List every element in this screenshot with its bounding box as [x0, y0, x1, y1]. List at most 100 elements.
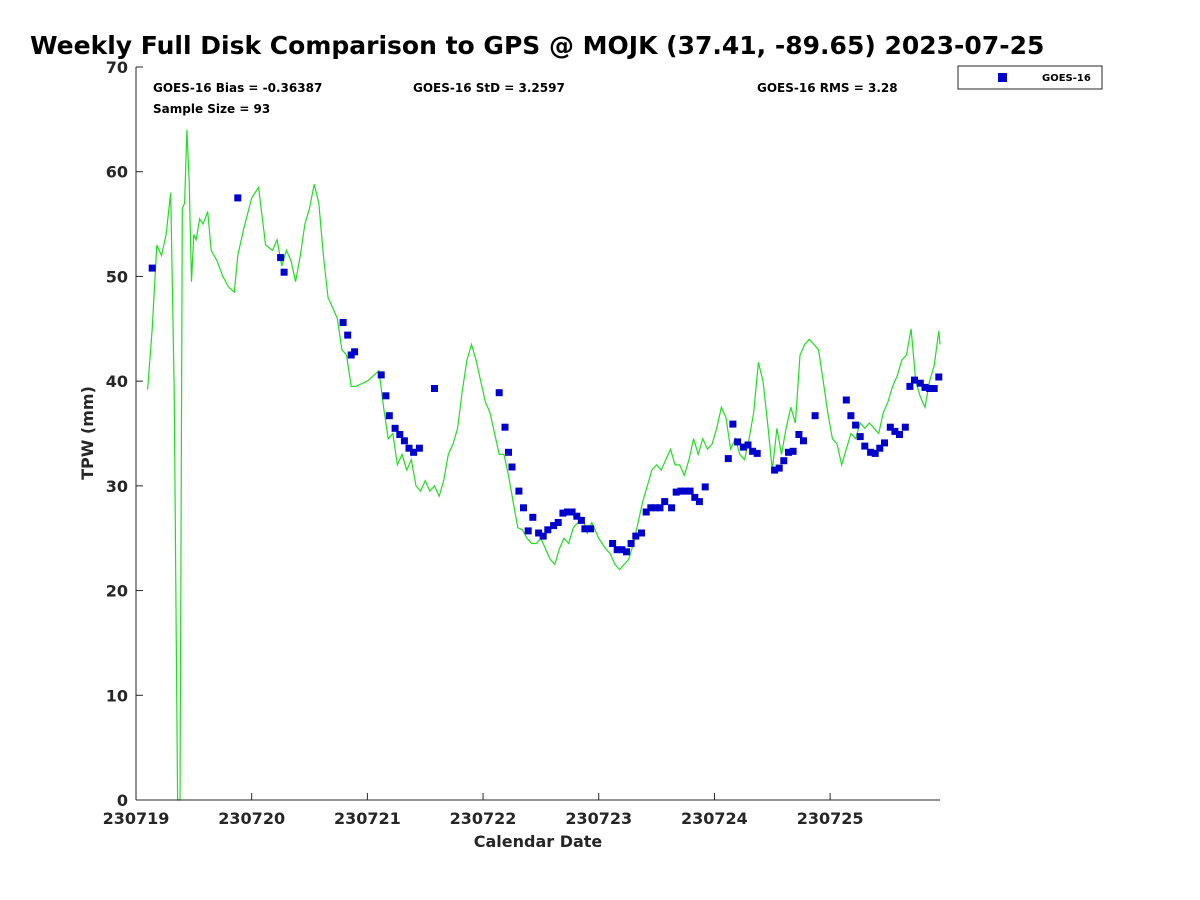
legend-goes-label: GOES-16 — [1042, 73, 1091, 84]
goes-point — [554, 519, 562, 526]
goes-point — [647, 504, 655, 512]
goes-point — [672, 488, 680, 496]
goes-point — [852, 421, 860, 429]
goes-point — [775, 464, 783, 472]
sample-size-stat: Sample Size = 93 — [153, 102, 270, 116]
x-tick-label: 230722 — [450, 809, 517, 828]
goes-point — [351, 348, 359, 356]
goes-point — [559, 509, 567, 517]
goes-point — [911, 376, 918, 384]
goes-point — [581, 525, 589, 533]
y-tick-label: 50 — [106, 267, 128, 286]
goes-point — [729, 420, 737, 428]
goes-point — [339, 319, 347, 326]
goes-point — [627, 540, 635, 547]
std-stat: GOES-16 StD = 3.2597 — [413, 81, 565, 95]
goes-point — [734, 438, 742, 446]
goes-point — [691, 493, 699, 501]
goes-point — [800, 437, 807, 445]
goes-point — [744, 441, 752, 449]
y-axis-label: TPW (mm) — [78, 386, 97, 480]
goes-point — [280, 268, 288, 276]
goes-point — [148, 264, 156, 272]
goes-point — [577, 516, 585, 524]
goes-point — [415, 444, 423, 452]
goes-point — [529, 513, 537, 521]
x-tick-label: 230721 — [334, 809, 401, 828]
goes-point — [539, 532, 547, 540]
rms-stat: GOES-16 RMS = 3.28 — [757, 81, 898, 95]
goes-point — [780, 457, 788, 465]
goes-point — [613, 546, 621, 554]
goes-point — [642, 508, 650, 516]
goes-point — [935, 373, 943, 381]
goes-point — [618, 546, 626, 554]
goes-point — [916, 379, 924, 387]
y-tick-label: 60 — [106, 163, 128, 182]
y-tick-label: 40 — [106, 372, 128, 391]
legend-box — [957, 65, 1103, 90]
goes-point — [771, 466, 779, 474]
goes-point — [881, 439, 888, 447]
goes-point — [749, 447, 757, 455]
goes-point — [391, 424, 399, 432]
goes-point — [930, 385, 938, 392]
goes-point — [609, 540, 617, 547]
goes-point — [926, 385, 934, 392]
goes-point — [842, 396, 850, 404]
axes — [135, 67, 940, 801]
goes-point — [861, 442, 869, 450]
goes-point — [501, 423, 509, 431]
goes-point — [682, 487, 689, 495]
goes-point — [396, 431, 404, 438]
goes-point — [623, 548, 630, 556]
goes-point — [701, 483, 709, 491]
goes-point — [632, 532, 640, 540]
goes-point — [871, 449, 879, 457]
goes-point — [856, 433, 864, 441]
goes-point — [400, 437, 408, 445]
y-tick-label: 10 — [106, 686, 128, 705]
legend: GOES-16 — [957, 65, 1103, 90]
goes-point — [906, 382, 914, 390]
goes-point — [886, 423, 894, 431]
bias-stat: GOES-16 Bias = -0.36387 — [153, 81, 322, 95]
goes-point — [901, 423, 909, 431]
goes-point — [573, 512, 581, 520]
goes-point — [410, 448, 418, 456]
goes-point — [550, 522, 558, 530]
goes-point — [668, 504, 676, 512]
goes-point — [867, 448, 875, 456]
goes-point — [234, 194, 242, 202]
goes-point — [515, 487, 523, 495]
goes-point — [656, 504, 664, 512]
goes-point — [382, 392, 390, 400]
goes-point — [921, 383, 929, 391]
x-axis-label: Calendar Date — [474, 832, 603, 851]
chart-title: Weekly Full Disk Comparison to GPS @ MOJ… — [30, 31, 1044, 60]
goes-point — [686, 487, 694, 495]
goes-point — [520, 504, 527, 512]
y-tick-label: 20 — [106, 582, 128, 601]
y-tick-label: 30 — [106, 477, 128, 496]
goes-point — [677, 487, 685, 495]
goes-point — [847, 412, 855, 420]
goes-point — [385, 412, 393, 420]
goes-point — [811, 412, 819, 420]
goes-point — [508, 463, 516, 471]
goes-point — [661, 498, 669, 506]
goes-point — [891, 427, 899, 435]
goes-point — [405, 444, 413, 452]
goes-point — [564, 508, 571, 516]
goes-point — [505, 448, 512, 456]
goes-point — [724, 455, 732, 463]
goes-point — [587, 525, 595, 533]
legend-goes-marker — [998, 73, 1007, 82]
goes-point — [785, 448, 792, 456]
goes-point — [524, 527, 532, 535]
goes-point — [568, 508, 576, 516]
y-tick-label: 0 — [117, 791, 128, 810]
goes-point — [495, 389, 503, 397]
goes-point — [377, 371, 385, 379]
